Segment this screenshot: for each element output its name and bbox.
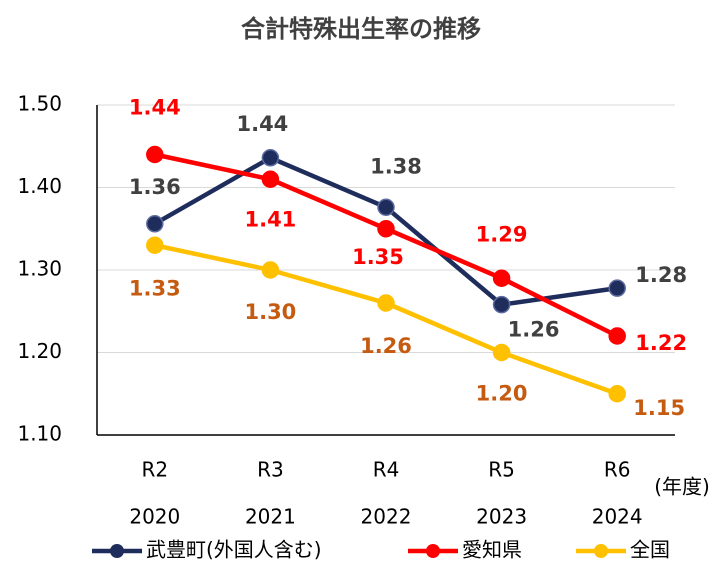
y-tick-label: 1.30 <box>17 257 62 281</box>
legend-marker <box>426 544 440 558</box>
point <box>261 261 280 279</box>
point <box>146 236 164 254</box>
value-label: 1.35 <box>352 245 404 269</box>
value-label: 1.26 <box>360 334 412 358</box>
point <box>146 215 164 233</box>
point <box>492 343 511 362</box>
point <box>377 220 395 238</box>
y-tick-label: 1.40 <box>17 174 62 198</box>
legend-marker <box>594 544 608 558</box>
x-tick-label: R5 <box>488 458 515 482</box>
point <box>492 269 511 287</box>
value-label: 1.38 <box>370 154 422 178</box>
value-label: 1.33 <box>129 276 181 300</box>
value-label: 1.28 <box>635 263 687 287</box>
value-label: 1.41 <box>244 207 296 231</box>
point <box>608 327 626 345</box>
x-year-label: 2022 <box>361 505 412 529</box>
point <box>492 295 511 314</box>
x-tick-label: R2 <box>141 458 168 482</box>
x-year-label: 2024 <box>592 505 643 529</box>
value-label: 1.30 <box>244 300 296 324</box>
legend-label: 全国 <box>630 538 670 562</box>
value-label: 1.44 <box>129 96 181 120</box>
point <box>146 145 164 164</box>
value-label: 1.36 <box>129 175 181 199</box>
y-tick-label: 1.50 <box>17 92 62 116</box>
value-label: 1.26 <box>508 318 560 342</box>
x-tick-label: R6 <box>604 458 631 482</box>
point <box>608 385 626 403</box>
x-tick-label: R3 <box>257 458 284 482</box>
point <box>261 170 280 188</box>
point <box>377 294 395 312</box>
x-tick-label: R4 <box>373 458 400 482</box>
value-label: 1.22 <box>635 331 687 355</box>
x-year-label: 2020 <box>129 505 180 529</box>
y-tick-label: 1.20 <box>17 339 62 363</box>
value-label: 1.20 <box>476 382 528 406</box>
chart-title: 合計特殊出生率の推移 <box>241 15 481 43</box>
legend-label: 愛知県 <box>462 538 522 562</box>
y-tick-label: 1.10 <box>17 422 62 446</box>
value-label: 1.15 <box>633 396 685 420</box>
point <box>608 279 626 297</box>
x-year-label: 2023 <box>476 505 527 529</box>
point <box>261 149 280 167</box>
legend-marker <box>110 544 124 558</box>
point <box>377 198 395 217</box>
x-unit: (年度) <box>654 475 710 499</box>
value-label: 1.44 <box>236 112 288 136</box>
legend-label: 武豊町(外国人含む) <box>146 538 322 562</box>
value-label: 1.29 <box>476 222 528 246</box>
x-year-label: 2021 <box>245 505 296 529</box>
